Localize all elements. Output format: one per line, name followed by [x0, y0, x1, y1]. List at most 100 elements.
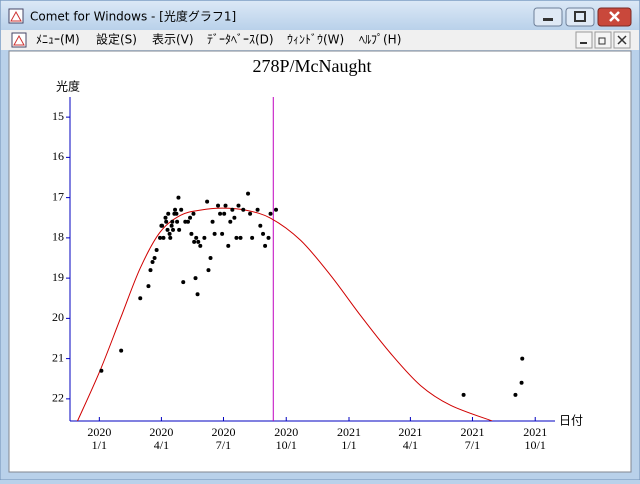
x-tick-label: 4/1 — [154, 438, 169, 452]
observation — [258, 223, 263, 228]
child-icon-glyph — [13, 34, 25, 46]
observation — [161, 235, 166, 240]
observation — [160, 223, 165, 228]
y-tick-label: 17 — [52, 189, 64, 203]
observation — [167, 231, 172, 236]
observation — [210, 219, 215, 224]
observation — [248, 211, 253, 216]
app-icon-glyph — [10, 10, 22, 22]
menu-item[interactable]: 表示(V) — [152, 33, 194, 47]
x-tick-label: 10/1 — [276, 438, 297, 452]
chart: 278P/McNaught 光度 日付 15161718192021222020… — [52, 56, 583, 452]
observation — [261, 231, 266, 236]
observation — [246, 191, 251, 196]
observation — [99, 368, 104, 373]
observation — [177, 227, 182, 232]
observation — [192, 239, 197, 244]
observation — [208, 255, 213, 260]
observation — [202, 235, 207, 240]
observation — [164, 219, 169, 224]
child-close-glyph — [617, 35, 627, 45]
observation — [196, 239, 201, 244]
observation — [266, 235, 271, 240]
observation — [146, 284, 151, 289]
x-tick-label: 7/1 — [465, 438, 480, 452]
observation — [216, 203, 221, 208]
observation — [150, 260, 155, 265]
observation — [163, 215, 168, 220]
maximize-button[interactable] — [565, 7, 595, 27]
menu-item[interactable]: ﾒﾆｭｰ(M) — [36, 33, 80, 47]
close-glyph — [609, 11, 620, 22]
observation — [189, 231, 194, 236]
observation — [169, 223, 174, 228]
x-tick-label: 2020 — [274, 425, 298, 439]
x-tick-label: 7/1 — [216, 438, 231, 452]
observation — [171, 227, 176, 232]
observation — [205, 199, 210, 204]
observation — [138, 296, 143, 301]
observation — [274, 207, 279, 212]
light-curve — [77, 207, 493, 421]
y-tick-label: 15 — [52, 109, 64, 123]
observation — [154, 247, 159, 252]
observation — [193, 276, 198, 281]
menu-item[interactable]: ﾍﾙﾌﾟ(H) — [359, 33, 401, 47]
observation — [166, 211, 171, 216]
menu-item[interactable]: ｳｨﾝﾄﾞｳ(W) — [287, 33, 344, 47]
x-tick-label: 2020 — [87, 425, 111, 439]
y-tick-label: 21 — [52, 350, 64, 364]
observation — [236, 203, 241, 208]
observation — [212, 231, 217, 236]
observation — [513, 392, 518, 397]
observation — [222, 211, 227, 216]
y-tick-label: 20 — [52, 310, 64, 324]
observation — [461, 392, 466, 397]
menu-bar — [1, 30, 639, 50]
y-axis-label: 光度 — [56, 79, 80, 94]
observation — [175, 219, 180, 224]
observation — [206, 268, 211, 273]
child-minimize[interactable] — [575, 31, 593, 49]
menu-item[interactable]: ﾃﾞｰﾀﾍﾞｰｽ(D) — [207, 33, 274, 47]
observation — [519, 380, 524, 385]
observation — [148, 268, 153, 273]
observation — [165, 227, 170, 232]
observation — [186, 219, 191, 224]
observation — [228, 219, 233, 224]
observation — [119, 348, 124, 353]
observation — [168, 235, 173, 240]
observation — [268, 211, 273, 216]
observation — [195, 292, 200, 297]
observation — [158, 235, 163, 240]
x-tick-label: 2021 — [398, 425, 422, 439]
observation — [263, 243, 268, 248]
window-title: Comet for Windows - [光度グラフ1] — [30, 9, 236, 24]
x-tick-label: 1/1 — [92, 438, 107, 452]
observation — [230, 207, 235, 212]
x-tick-label: 2021 — [523, 425, 547, 439]
child-restore-glyph — [598, 37, 606, 45]
observation — [226, 243, 231, 248]
child-minimize-glyph — [580, 42, 587, 44]
minimize-glyph — [543, 18, 553, 21]
menu-item[interactable]: 設定(S) — [96, 32, 137, 47]
observation — [250, 235, 255, 240]
observation — [194, 235, 199, 240]
y-tick-label: 16 — [52, 149, 64, 163]
observation — [188, 215, 193, 220]
observation — [152, 255, 157, 260]
observation — [234, 235, 239, 240]
x-tick-label: 2020 — [149, 425, 173, 439]
observation — [176, 195, 181, 200]
app-icon — [8, 8, 24, 24]
y-tick-label: 22 — [52, 391, 64, 405]
observation — [181, 280, 186, 285]
minimize-button[interactable] — [533, 7, 563, 27]
observation — [170, 219, 175, 224]
child-restore[interactable] — [594, 31, 612, 49]
observation — [238, 235, 243, 240]
observation — [191, 211, 196, 216]
x-tick-label: 2020 — [211, 425, 235, 439]
